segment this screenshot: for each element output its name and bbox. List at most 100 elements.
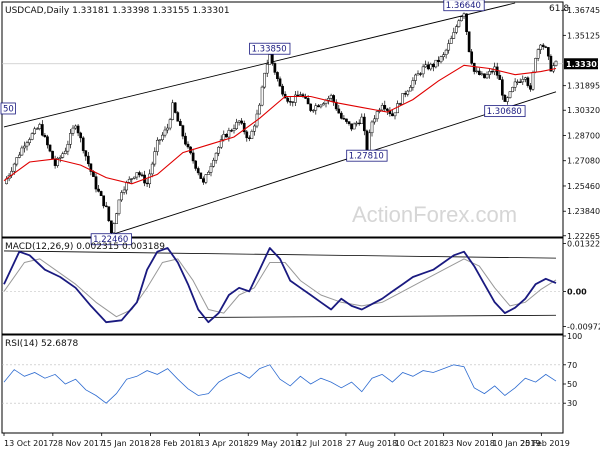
price-ma: [3, 64, 557, 185]
candle: [546, 47, 550, 61]
rsi-tick-label: 70: [567, 361, 577, 370]
candle: [253, 124, 256, 136]
price-tick-label: 1.28700: [567, 131, 600, 140]
candle: [186, 141, 190, 149]
candle: [475, 66, 479, 74]
candle: [33, 126, 37, 135]
candle: [311, 108, 315, 113]
candle: [383, 100, 387, 112]
candle: [79, 131, 83, 143]
candle: [117, 199, 121, 216]
candle: [319, 104, 323, 109]
candle: [406, 89, 410, 97]
candle: [235, 118, 238, 131]
channel-lower-line: [111, 91, 557, 236]
candle: [288, 96, 292, 106]
price-annotation: 1.27810: [346, 149, 388, 162]
candle: [498, 70, 502, 80]
candle: [66, 140, 70, 156]
candle: [97, 184, 100, 193]
candle: [398, 102, 402, 106]
candle: [58, 155, 62, 163]
macd-tick-label: 0.00: [567, 287, 587, 296]
candle: [201, 176, 205, 185]
candle: [454, 24, 458, 35]
candle: [107, 206, 111, 223]
candle: [329, 93, 333, 102]
candle: [224, 133, 228, 138]
price-tick-label: 1.22265: [567, 232, 600, 241]
candle: [207, 170, 210, 175]
candle: [500, 76, 504, 100]
price-tick-label: 1.23840: [567, 207, 600, 216]
x-tick-label: 25 Feb 2019: [520, 439, 570, 448]
candle: [442, 52, 445, 61]
candle: [449, 35, 453, 44]
candle: [265, 59, 269, 77]
price-tick-label: 1.25460: [567, 182, 600, 191]
candle: [452, 27, 456, 39]
candle: [309, 103, 313, 113]
annotation-label: 1.22460: [93, 235, 128, 245]
candle: [276, 71, 279, 82]
rsi-title: RSI(14) 52.6878: [5, 339, 78, 349]
x-tick-label: 28 Nov 2017: [53, 439, 104, 448]
candle: [86, 152, 90, 167]
channel-upper-line: [3, 2, 516, 128]
rsi-grid: [2, 364, 563, 404]
candle: [462, 12, 466, 20]
rsi-lines: [3, 364, 557, 404]
annotation-label: 1.36640: [446, 1, 481, 11]
annotation-label: 1.30680: [487, 107, 522, 117]
candle: [145, 178, 149, 187]
rsi-axis: 30 50 70 100: [563, 332, 582, 408]
candle: [212, 157, 215, 168]
candle: [209, 162, 213, 177]
candle: [518, 78, 522, 83]
candle: [426, 61, 430, 71]
candle: [408, 85, 412, 92]
macd-signal-line: [3, 258, 557, 318]
x-tick-label: 29 May 2018: [248, 439, 300, 448]
candle: [181, 124, 185, 140]
candle: [196, 166, 200, 176]
candle: [355, 120, 359, 127]
candle: [429, 62, 433, 71]
candle: [465, 13, 468, 35]
candle: [94, 173, 98, 193]
watermark: ActionForex.com: [352, 202, 517, 227]
price-annotation: 1.30680: [484, 105, 526, 117]
candle: [531, 70, 535, 91]
candle: [393, 112, 397, 120]
candle: [439, 55, 443, 64]
candle: [447, 39, 451, 54]
candle: [342, 115, 346, 120]
candle: [534, 57, 537, 74]
candle: [76, 124, 80, 137]
candle: [444, 48, 448, 59]
candle: [240, 118, 244, 125]
macd-line: [3, 247, 557, 324]
candle: [199, 172, 203, 179]
candle: [431, 62, 435, 72]
candle: [150, 161, 154, 178]
candle: [485, 71, 489, 79]
candle: [375, 109, 379, 122]
top-right-label: 61.8: [549, 4, 569, 14]
candle: [153, 147, 157, 167]
macd-tick-label: 0.013224: [567, 240, 600, 249]
candle: [140, 172, 144, 177]
candle: [245, 129, 249, 142]
candle: [219, 135, 223, 150]
candle: [28, 137, 31, 146]
candle: [115, 212, 118, 224]
candle: [61, 151, 65, 159]
x-tick-label: 10 Jan 2019: [492, 439, 540, 448]
candle: [539, 43, 543, 55]
candle: [56, 156, 60, 168]
candle: [171, 99, 175, 121]
candle: [483, 73, 486, 79]
candle: [508, 91, 512, 99]
candle: [155, 137, 159, 156]
